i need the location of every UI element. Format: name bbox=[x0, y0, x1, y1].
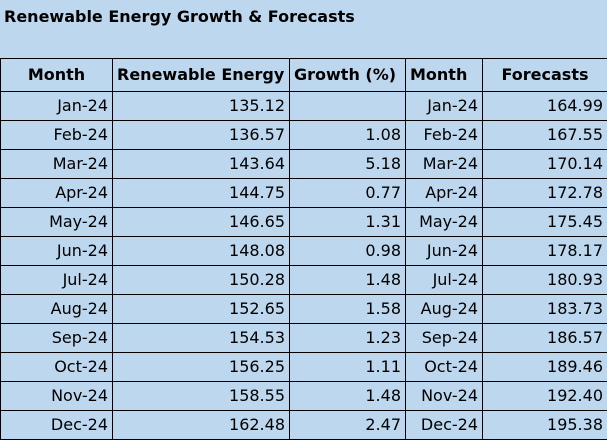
cell-forecast-month[interactable]: Jul-24 bbox=[406, 266, 483, 295]
cell-forecast[interactable]: 170.14 bbox=[483, 150, 607, 179]
sheet-title: Renewable Energy Growth & Forecasts bbox=[4, 6, 355, 28]
cell-renewable-energy[interactable]: 136.57 bbox=[113, 121, 290, 150]
cell-renewable-energy[interactable]: 146.65 bbox=[113, 208, 290, 237]
cell-month[interactable]: May-24 bbox=[1, 208, 113, 237]
cell-forecast[interactable]: 192.40 bbox=[483, 382, 607, 411]
col-header-growth[interactable]: Growth (%) bbox=[290, 59, 406, 92]
cell-growth[interactable]: 1.58 bbox=[290, 295, 406, 324]
cell-forecast[interactable]: 180.93 bbox=[483, 266, 607, 295]
cell-renewable-energy[interactable]: 144.75 bbox=[113, 179, 290, 208]
cell-forecast-month[interactable]: Jun-24 bbox=[406, 237, 483, 266]
cell-forecast-month[interactable]: Dec-24 bbox=[406, 411, 483, 440]
cell-month[interactable]: Dec-24 bbox=[1, 411, 113, 440]
cell-forecast-month[interactable]: Jan-24 bbox=[406, 92, 483, 121]
cell-month[interactable]: Aug-24 bbox=[1, 295, 113, 324]
cell-forecast-month[interactable]: Nov-24 bbox=[406, 382, 483, 411]
cell-forecast[interactable]: 186.57 bbox=[483, 324, 607, 353]
cell-forecast-month[interactable]: Feb-24 bbox=[406, 121, 483, 150]
cell-forecast-month[interactable]: May-24 bbox=[406, 208, 483, 237]
cell-forecast[interactable]: 178.17 bbox=[483, 237, 607, 266]
cell-growth[interactable]: 1.48 bbox=[290, 266, 406, 295]
cell-forecast[interactable]: 164.99 bbox=[483, 92, 607, 121]
cell-growth[interactable]: 0.98 bbox=[290, 237, 406, 266]
cell-growth[interactable]: 1.23 bbox=[290, 324, 406, 353]
cell-forecast[interactable]: 167.55 bbox=[483, 121, 607, 150]
cell-renewable-energy[interactable]: 156.25 bbox=[113, 353, 290, 382]
cell-forecast-month[interactable]: Mar-24 bbox=[406, 150, 483, 179]
cell-forecast[interactable]: 172.78 bbox=[483, 179, 607, 208]
cell-month[interactable]: Apr-24 bbox=[1, 179, 113, 208]
cell-growth[interactable]: 1.08 bbox=[290, 121, 406, 150]
cell-forecast-month[interactable]: Oct-24 bbox=[406, 353, 483, 382]
cell-month[interactable]: Nov-24 bbox=[1, 382, 113, 411]
cell-renewable-energy[interactable]: 150.28 bbox=[113, 266, 290, 295]
cell-forecast[interactable]: 183.73 bbox=[483, 295, 607, 324]
cell-growth[interactable]: 2.47 bbox=[290, 411, 406, 440]
col-header-month[interactable]: Month bbox=[1, 59, 113, 92]
col-header-forecasts[interactable]: Forecasts bbox=[483, 59, 607, 92]
cell-renewable-energy[interactable]: 135.12 bbox=[113, 92, 290, 121]
cell-month[interactable]: Jul-24 bbox=[1, 266, 113, 295]
cell-renewable-energy[interactable]: 152.65 bbox=[113, 295, 290, 324]
cell-growth[interactable]: 1.11 bbox=[290, 353, 406, 382]
cell-growth[interactable]: 1.31 bbox=[290, 208, 406, 237]
cell-growth[interactable]: 0.77 bbox=[290, 179, 406, 208]
data-table: Month Renewable Energy Growth (%) Month … bbox=[0, 58, 607, 440]
cell-renewable-energy[interactable]: 143.64 bbox=[113, 150, 290, 179]
cell-renewable-energy[interactable]: 162.48 bbox=[113, 411, 290, 440]
cell-growth[interactable]: 5.18 bbox=[290, 150, 406, 179]
cell-forecast-month[interactable]: Sep-24 bbox=[406, 324, 483, 353]
cell-renewable-energy[interactable]: 148.08 bbox=[113, 237, 290, 266]
cell-month[interactable]: Mar-24 bbox=[1, 150, 113, 179]
cell-forecast[interactable]: 195.38 bbox=[483, 411, 607, 440]
cell-renewable-energy[interactable]: 154.53 bbox=[113, 324, 290, 353]
cell-month[interactable]: Feb-24 bbox=[1, 121, 113, 150]
cell-forecast[interactable]: 175.45 bbox=[483, 208, 607, 237]
cell-month[interactable]: Jun-24 bbox=[1, 237, 113, 266]
cell-month[interactable]: Jan-24 bbox=[1, 92, 113, 121]
cell-forecast[interactable]: 189.46 bbox=[483, 353, 607, 382]
cell-month[interactable]: Sep-24 bbox=[1, 324, 113, 353]
cell-growth[interactable]: 1.48 bbox=[290, 382, 406, 411]
cell-forecast-month[interactable]: Aug-24 bbox=[406, 295, 483, 324]
header-row: Month Renewable Energy Growth (%) Month … bbox=[1, 59, 607, 92]
cell-month[interactable]: Oct-24 bbox=[1, 353, 113, 382]
col-header-forecast-month[interactable]: Month bbox=[406, 59, 483, 92]
cell-renewable-energy[interactable]: 158.55 bbox=[113, 382, 290, 411]
col-header-renewable-energy[interactable]: Renewable Energy bbox=[113, 59, 290, 92]
cell-forecast-month[interactable]: Apr-24 bbox=[406, 179, 483, 208]
cell-growth[interactable] bbox=[290, 92, 406, 121]
